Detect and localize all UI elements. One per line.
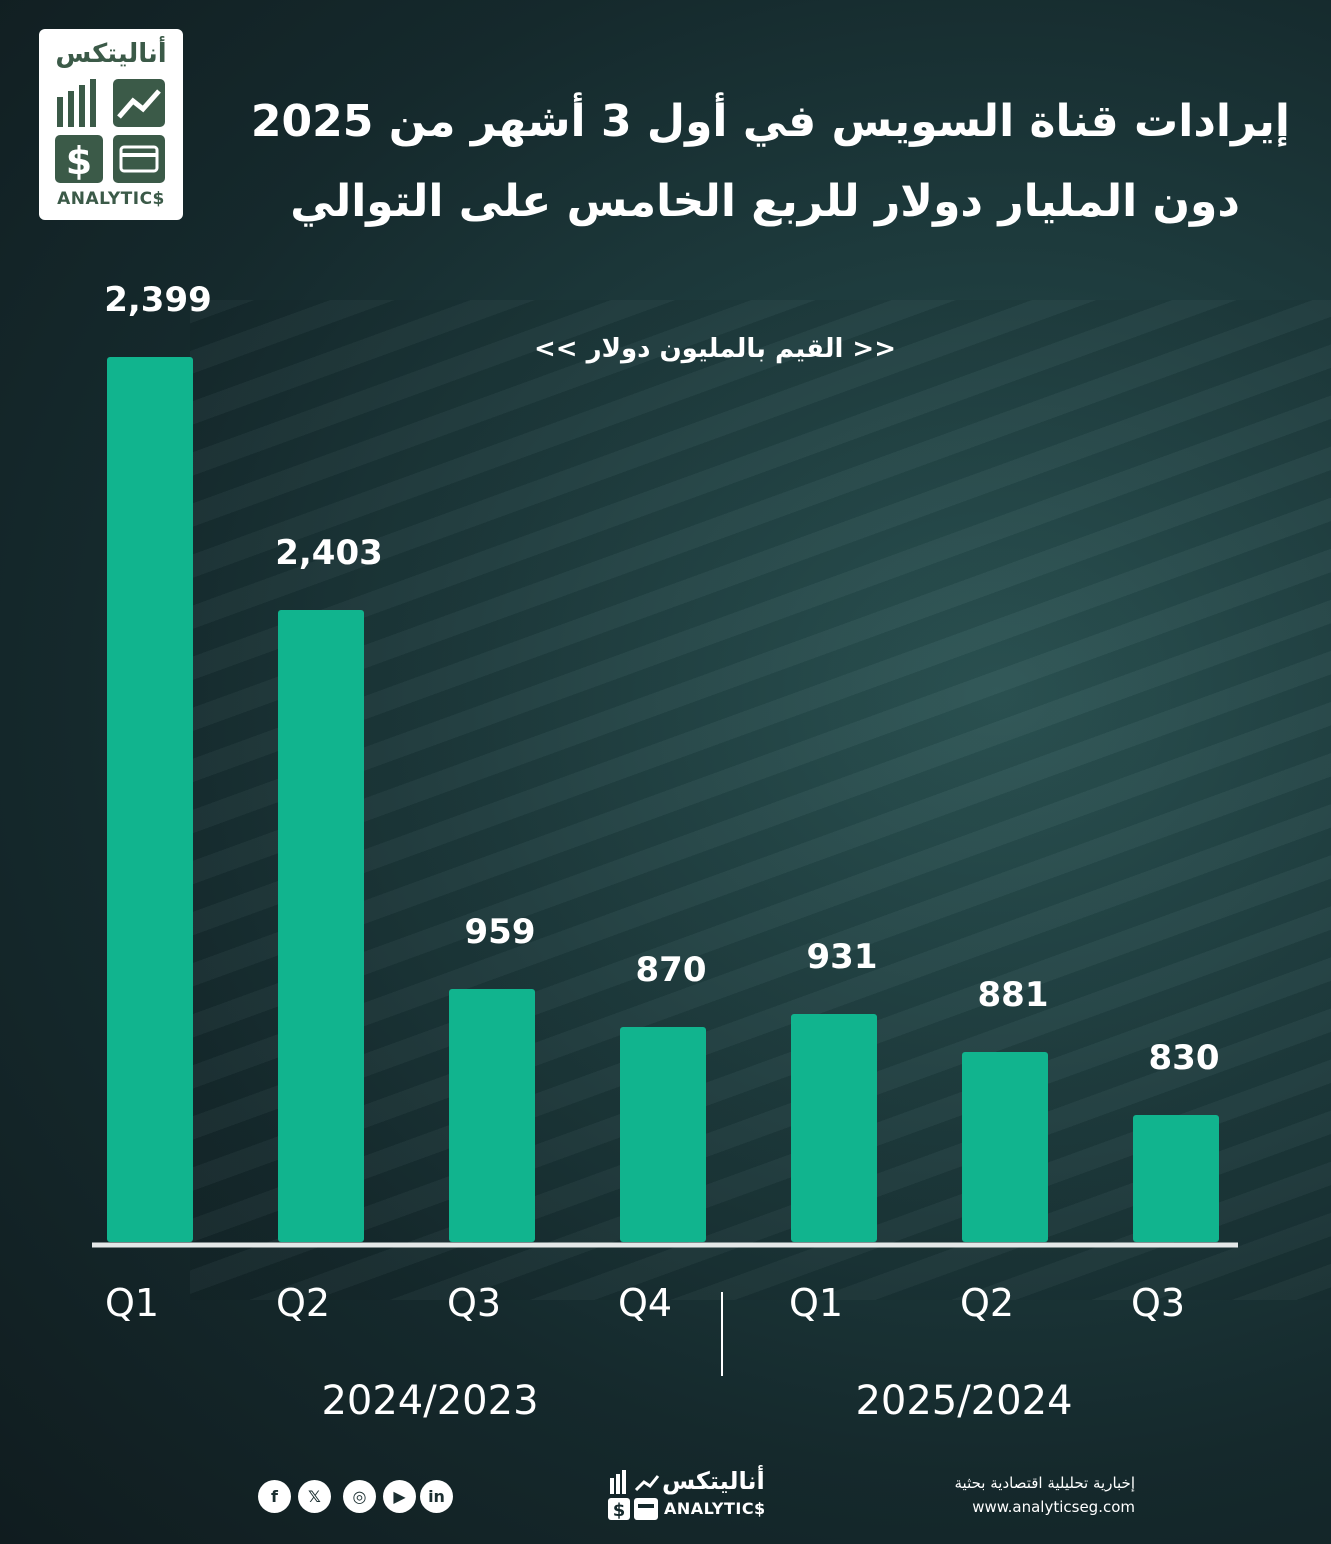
unit-note: << القيم بالمليون دولار >>	[533, 334, 896, 364]
data-label-7: 830	[1149, 1038, 1220, 1078]
logo-dollar-icon	[55, 135, 103, 183]
data-label-1: 2,399	[104, 280, 212, 320]
svg-text:$: $	[613, 1500, 626, 1520]
x-tick-label-1: Q1	[105, 1281, 159, 1325]
facebook-icon[interactable]: f	[258, 1480, 291, 1513]
bar-5	[791, 1014, 877, 1242]
bar-4	[620, 1027, 706, 1242]
x-tick-label-5: Q1	[789, 1281, 843, 1325]
x-icon[interactable]: 𝕏	[298, 1480, 331, 1513]
x-tick-label-7: Q3	[1131, 1281, 1185, 1325]
title-line-2: دون المليار دولار للربع الخامس على التوا…	[290, 176, 1240, 227]
instagram-icon[interactable]: ◎	[343, 1480, 376, 1513]
svg-text:$: $	[66, 139, 92, 183]
bar-3	[449, 989, 535, 1242]
bar-2	[278, 610, 364, 1242]
footer-website[interactable]: www.analyticseg.com	[972, 1498, 1135, 1516]
bar-7	[1133, 1115, 1219, 1242]
linkedin-icon[interactable]: in	[420, 1480, 453, 1513]
group-label-2: 2025/2024	[855, 1378, 1072, 1424]
footer-logo-english: ANALYTIC$	[664, 1499, 766, 1518]
data-label-5: 931	[807, 937, 878, 977]
brand-logo: أناليتكس $ ANALYTIC$	[39, 29, 183, 220]
footer-tagline: إخبارية تحليلية اقتصادية بحثية	[954, 1474, 1135, 1492]
data-label-3: 959	[465, 912, 536, 952]
x-tick-label-3: Q3	[447, 1281, 501, 1325]
group-label-1: 2024/2023	[321, 1378, 538, 1424]
logo-bar-chart-icon	[57, 79, 96, 127]
logo-icons: $	[55, 79, 165, 183]
data-label-6: 881	[978, 975, 1049, 1015]
x-tick-label-4: Q4	[618, 1281, 672, 1325]
footer-logo-arabic: أناليتكس	[662, 1467, 765, 1495]
data-label-2: 2,403	[275, 533, 383, 573]
data-label-4: 870	[636, 950, 707, 990]
footer-logo-icons: $	[608, 1470, 660, 1520]
x-tick-label-6: Q2	[960, 1281, 1014, 1325]
logo-english-text: ANALYTIC$	[57, 189, 165, 209]
youtube-icon[interactable]: ▶	[383, 1480, 416, 1513]
title-line-1: إيرادات قناة السويس في أول 3 أشهر من 202…	[250, 96, 1290, 147]
logo-arabic-text: أناليتكس	[55, 39, 167, 69]
x-tick-label-2: Q2	[276, 1281, 330, 1325]
chart-title: إيرادات قناة السويس في أول 3 أشهر من 202…	[200, 82, 1290, 242]
bar-1	[107, 357, 193, 1242]
bar-6	[962, 1052, 1048, 1242]
